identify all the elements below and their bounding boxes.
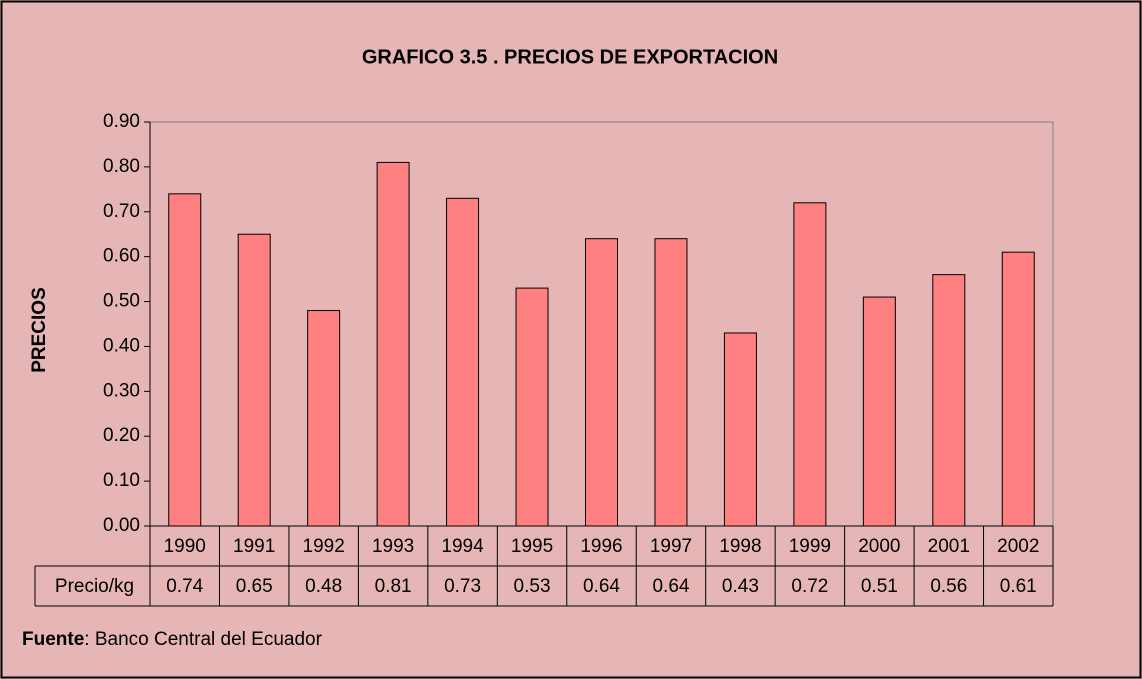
x-tick-label: 1990 [164,536,206,557]
bar [585,238,618,527]
table-value: 0.53 [514,576,551,597]
y-tick-label: 0.30 [103,380,140,401]
bar [515,287,549,527]
table-value: 0.61 [1000,576,1037,597]
x-tick-label: 1995 [511,536,553,557]
x-tick-label: 2001 [928,536,970,557]
x-tick-label: 1991 [233,536,275,557]
x-tick-label: 2000 [858,536,900,557]
bar [654,238,688,527]
bar [237,233,271,527]
y-axis-label: PRECIOS [29,287,50,373]
x-tick-label: 2002 [997,536,1039,557]
x-tick-label: 1993 [372,536,414,557]
y-tick-label: 0.90 [103,111,140,132]
x-tick-label: 1994 [441,536,484,557]
y-tick-label: 0.80 [103,156,140,177]
bar [723,332,757,527]
x-tick-label: 1997 [650,536,692,557]
table-value: 0.72 [791,576,828,597]
x-tick-label: 1992 [303,536,345,557]
y-tick-label: 0.00 [103,515,140,536]
x-tick-label: 1998 [719,536,761,557]
table-value: 0.65 [236,576,273,597]
y-tick-label: 0.60 [103,246,140,267]
bar [862,296,896,527]
source-label: Fuente [22,629,84,650]
table-value: 0.51 [861,576,898,597]
table-value: 0.48 [305,576,342,597]
bar [307,310,341,527]
table-value: 0.43 [722,576,759,597]
table-value: 0.64 [583,576,620,597]
bar [168,193,202,527]
bar [793,202,827,527]
bar [446,197,480,527]
source-text: : Banco Central del Ecuador [84,629,322,650]
table-value: 0.81 [375,576,412,597]
table-value: 0.74 [166,576,203,597]
bar [1001,251,1035,527]
table-value: 0.64 [652,576,689,597]
x-tick-label: 1996 [580,536,622,557]
y-tick-label: 0.40 [103,335,140,356]
bar [932,274,966,527]
y-tick-label: 0.50 [103,291,140,312]
y-tick-label: 0.10 [103,470,140,491]
table-value: 0.73 [444,576,481,597]
source: Fuente: Banco Central del Ecuador [22,629,323,650]
table-value: 0.56 [930,576,967,597]
chart-title: GRAFICO 3.5 . PRECIOS DE EXPORTACION [362,46,778,68]
y-tick-label: 0.20 [103,425,140,446]
bar [376,161,410,527]
x-tick-label: 1999 [789,536,831,557]
y-tick-label: 0.70 [103,201,140,222]
legend-label: Precio/kg [55,576,134,597]
